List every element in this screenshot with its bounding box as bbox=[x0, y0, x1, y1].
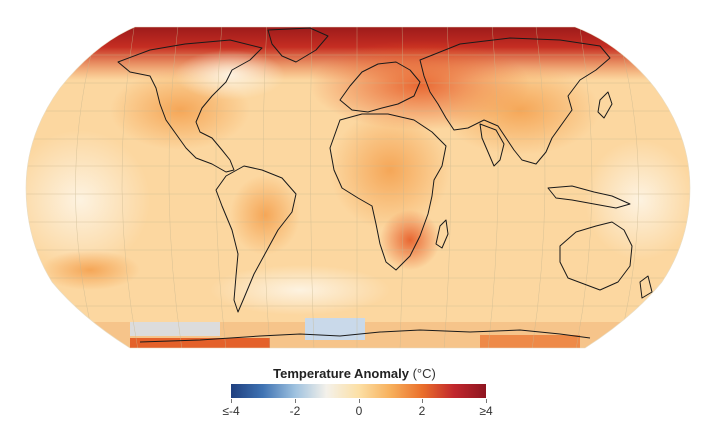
south-america-warm-region bbox=[230, 175, 300, 255]
antarctic-warm-patch-west bbox=[130, 338, 270, 348]
pacific-mild-region bbox=[26, 130, 150, 270]
greenland-coast bbox=[267, 27, 329, 63]
colorbar-tick-label: ≤-4 bbox=[222, 404, 240, 418]
europe-coast bbox=[339, 61, 421, 113]
africa-warm-region bbox=[330, 110, 450, 230]
africa-coast bbox=[329, 113, 447, 271]
colorbar-tick-label: 2 bbox=[418, 404, 426, 418]
antarctic-warm-patch-east bbox=[480, 335, 580, 348]
coastlines bbox=[117, 27, 653, 343]
legend-title: Temperature Anomaly (°C) bbox=[0, 366, 709, 381]
colorbar-tick-mark bbox=[486, 399, 487, 403]
southern-ocean-warm-region bbox=[40, 250, 140, 290]
new-zealand-coast bbox=[639, 275, 653, 299]
graticule-lines bbox=[26, 27, 690, 348]
colorbar-tick-label: -2 bbox=[289, 404, 301, 418]
colorbar bbox=[231, 384, 486, 398]
colorbar-tick-mark bbox=[231, 399, 232, 403]
south-atlantic-mild-region bbox=[210, 265, 390, 315]
antarctic-nodata-patch bbox=[130, 322, 220, 336]
map-svg bbox=[25, 26, 691, 349]
colorbar-tick-mark bbox=[422, 399, 423, 403]
temperature-anomaly-map bbox=[25, 26, 691, 349]
madagascar-coast bbox=[435, 219, 449, 249]
north-america-coast bbox=[117, 39, 263, 173]
legend-title-text: Temperature Anomaly bbox=[273, 366, 409, 381]
legend: Temperature Anomaly (°C) ≤-4 -2 0 2 ≥4 bbox=[0, 362, 709, 422]
colorbar-tick-label: 0 bbox=[355, 404, 363, 418]
asia-coast bbox=[419, 37, 611, 165]
japan-coast bbox=[597, 91, 613, 119]
colorbar-tick-mark bbox=[295, 399, 296, 403]
south-america-coast bbox=[215, 165, 297, 313]
east-pacific-mild-region bbox=[585, 140, 690, 260]
southern-africa-hot-region bbox=[380, 210, 440, 270]
australia-coast bbox=[559, 221, 633, 291]
asia-warm-region bbox=[440, 65, 600, 155]
antarctic-cool-patch bbox=[305, 318, 365, 340]
globe-outline bbox=[25, 26, 691, 349]
antarctica-coast bbox=[139, 329, 591, 343]
globe-fill bbox=[26, 27, 690, 348]
colorbar-tick-label: ≥4 bbox=[479, 404, 493, 418]
india-coast bbox=[479, 123, 505, 167]
colorbar-tick-mark bbox=[359, 399, 360, 403]
indonesia-coast bbox=[547, 185, 631, 209]
legend-unit: (°C) bbox=[412, 366, 436, 381]
